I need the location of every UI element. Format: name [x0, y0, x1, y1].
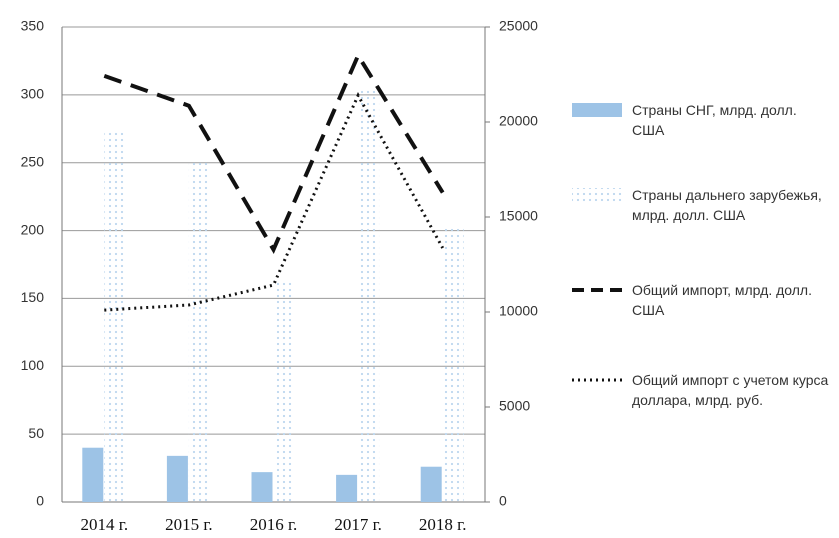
y-tick-label: 150: [21, 289, 45, 305]
y2-tick-label: 15000: [499, 208, 538, 224]
bar: [166, 455, 188, 502]
line: [103, 51, 445, 254]
bar: [358, 89, 380, 502]
x-tick-label: 2014 г.: [81, 515, 129, 534]
bar: [82, 447, 104, 502]
bar: [251, 472, 273, 502]
y-tick-label: 0: [36, 493, 44, 509]
x-tick-label: 2017 г.: [334, 515, 382, 534]
y-tick-label: 50: [28, 425, 44, 441]
bar: [442, 226, 464, 502]
y2-tick-label: 20000: [499, 113, 538, 129]
legend-label: Общий импорт с учетом курса доллара, млр…: [632, 372, 829, 408]
bar: [273, 279, 295, 502]
bar: [188, 160, 210, 502]
bar: [420, 466, 442, 502]
y2-tick-label: 25000: [499, 18, 538, 34]
y-tick-label: 250: [21, 153, 45, 169]
y-tick-label: 350: [21, 18, 45, 34]
line: [104, 92, 445, 312]
x-tick-label: 2015 г.: [165, 515, 213, 534]
y2-tick-label: 5000: [499, 398, 530, 414]
legend-swatch: [572, 188, 622, 202]
y-tick-label: 200: [21, 221, 45, 237]
x-tick-label: 2016 г.: [250, 515, 298, 534]
legend-label: Общий импорт, млрд. долл. США: [632, 282, 812, 318]
bar: [336, 474, 358, 502]
y2-tick-label: 10000: [499, 303, 538, 319]
y-tick-label: 100: [21, 357, 45, 373]
x-tick-label: 2018 г.: [419, 515, 467, 534]
legend-swatch: [572, 103, 622, 117]
bar: [104, 130, 126, 502]
legend-label: Страны дальнего зарубежья, млрд. долл. С…: [632, 187, 822, 223]
legend-label: Страны СНГ, млрд. долл. США: [632, 102, 797, 138]
y-tick-label: 300: [21, 86, 45, 102]
y2-tick-label: 0: [499, 493, 507, 509]
